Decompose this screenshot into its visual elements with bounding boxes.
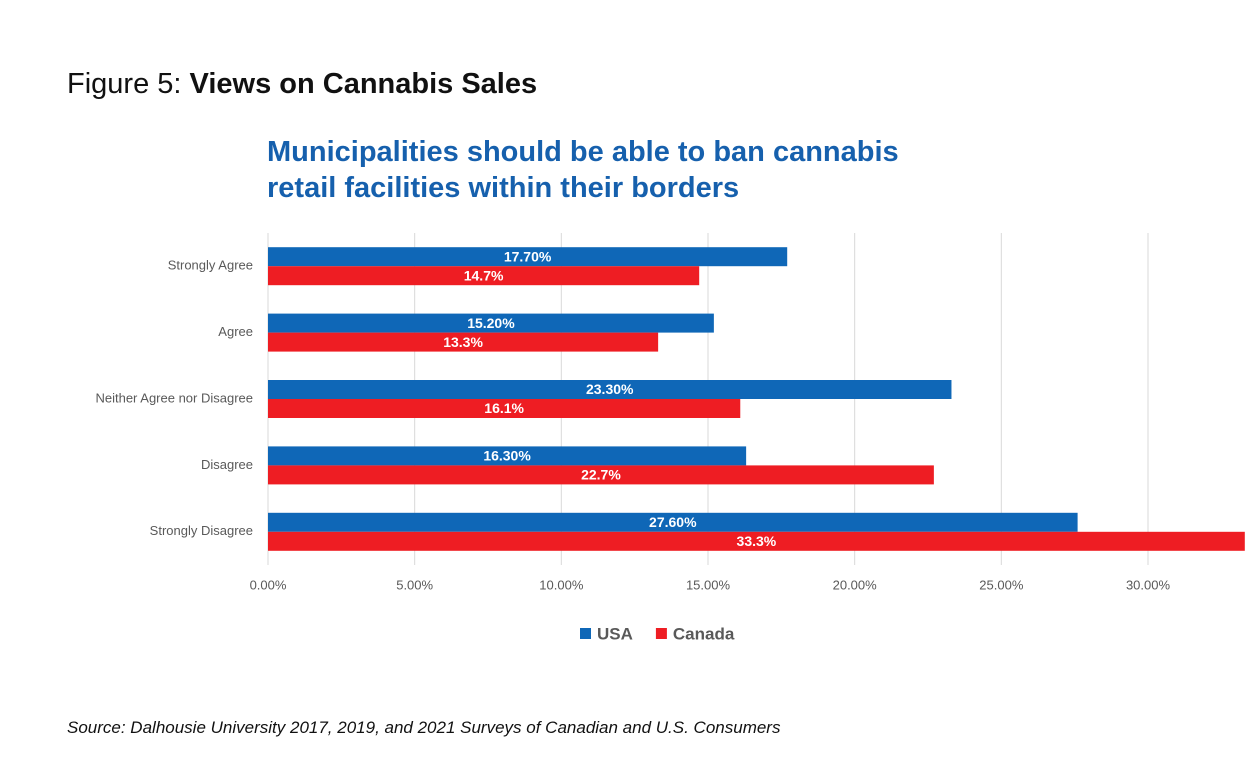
bar: [268, 332, 659, 352]
x-tick-label: 5.00%: [396, 577, 433, 592]
legend-swatch: [580, 628, 591, 639]
bar: [268, 399, 741, 418]
chart-subtitle: Municipalities should be able to ban can…: [267, 136, 899, 204]
x-tick-label: 0.00%: [250, 577, 287, 592]
value-label: 27.60%: [649, 514, 697, 530]
source-note: Source: Dalhousie University 2017, 2019,…: [67, 718, 781, 737]
bar: [268, 266, 700, 286]
y-tick-label: Disagree: [201, 457, 253, 472]
x-tick-label: 30.00%: [1126, 577, 1171, 592]
x-tick-label: 25.00%: [979, 577, 1024, 592]
x-tick-label: 15.00%: [686, 577, 731, 592]
value-label: 16.1%: [484, 400, 524, 416]
value-label: 22.7%: [581, 467, 621, 483]
value-label: 14.7%: [464, 267, 504, 283]
bar: [268, 313, 714, 333]
bar: [268, 465, 934, 485]
y-tick-label: Neither Agree nor Disagree: [95, 390, 253, 405]
legend-label: Canada: [673, 624, 735, 643]
value-label: 15.20%: [467, 315, 515, 331]
bar: [268, 247, 788, 267]
y-tick-label: Strongly Agree: [168, 258, 253, 273]
legend-swatch: [655, 628, 667, 639]
value-label: 23.30%: [586, 381, 634, 397]
x-tick-label: 20.00%: [833, 577, 878, 592]
value-label: 16.30%: [483, 448, 531, 464]
chart-title: Views on Cannabis Sales: [189, 68, 538, 100]
x-tick-label: 10.00%: [539, 577, 584, 592]
legend-label: USA: [597, 624, 633, 643]
bar: [268, 512, 1078, 532]
bar: [268, 446, 747, 466]
figure-label: Figure 5:: [67, 68, 182, 100]
value-label: 17.70%: [504, 248, 552, 264]
bar: [268, 380, 952, 399]
figure-heading: Figure 5: Views on Cannabis Sales: [67, 68, 537, 101]
y-tick-label: Strongly Disagree: [150, 523, 253, 538]
y-tick-label: Agree: [218, 324, 253, 339]
bar: [268, 531, 1245, 551]
value-label: 33.3%: [737, 533, 777, 549]
value-label: 13.3%: [443, 334, 483, 350]
